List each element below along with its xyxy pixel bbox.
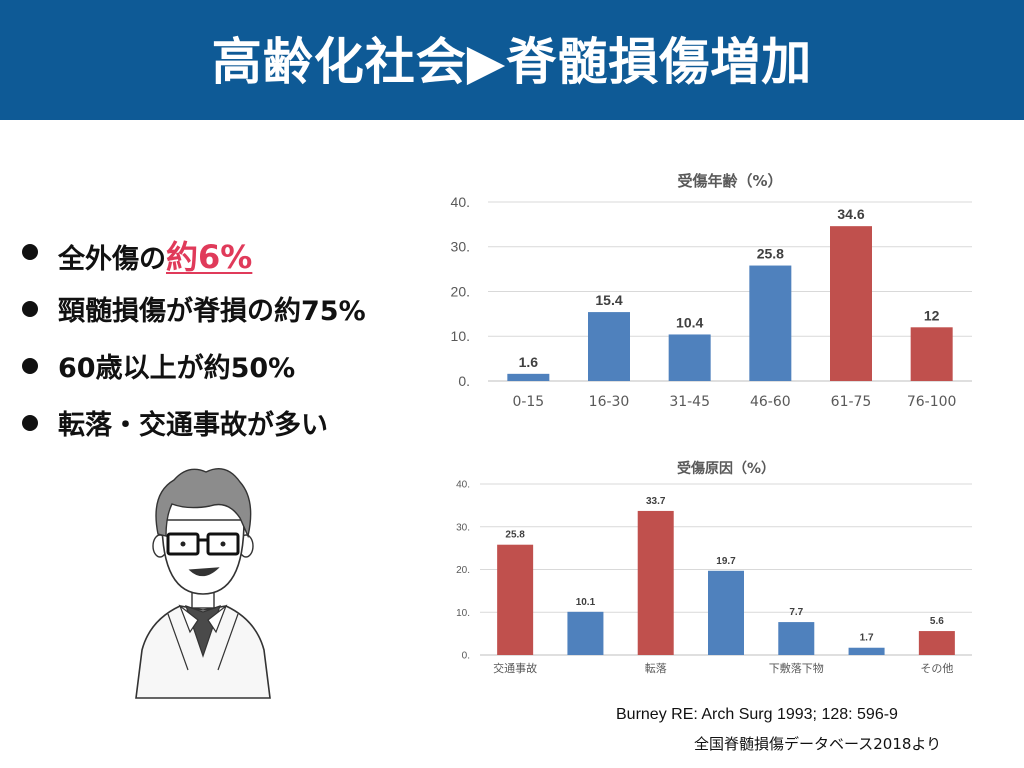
x-tick-label: 76-100 <box>907 394 957 410</box>
bar <box>637 510 674 655</box>
bar <box>830 226 872 381</box>
bullet-list: 全外傷の約6% 頸髄損傷が脊損の約75% 60歳以上が約50% 転落・交通事故が… <box>22 232 442 460</box>
data-label: 10.4 <box>676 314 703 330</box>
data-label: 25.8 <box>505 530 525 541</box>
data-label: 15.4 <box>595 292 622 308</box>
header-bar: 高齢化社会▶脊髄損傷増加 <box>0 0 1024 120</box>
chart-cause: 受傷原因（%） 0. 10. 20. 30. 40. 25.8 交通事故 10.1 33.7 転落 1… <box>440 455 1000 685</box>
bar <box>749 265 792 381</box>
bullet-dot-icon <box>22 415 38 431</box>
database-source: 全国脊髄損傷データベース2018より <box>694 735 942 753</box>
data-label: 12 <box>924 307 940 323</box>
bullet-item: 60歳以上が約50% <box>22 346 442 403</box>
bar <box>918 631 955 655</box>
bullet-item: 全外傷の約6% <box>22 232 442 289</box>
x-tick-label: 0-15 <box>512 394 544 410</box>
bullet-text: 頸髄損傷が脊損の約75% <box>58 296 366 327</box>
highlight-text: 約6% <box>166 238 253 276</box>
x-tick-label: その他 <box>920 662 953 675</box>
x-tick-label: 31-45 <box>669 394 710 410</box>
x-tick-label: 46-60 <box>750 394 791 410</box>
y-tick-label: 10. <box>456 608 470 619</box>
y-tick-label: 30. <box>451 239 470 255</box>
y-tick-label: 0. <box>458 373 470 389</box>
data-label: 1.7 <box>860 633 874 644</box>
bar <box>567 611 604 655</box>
x-tick-label: 転落 <box>645 662 667 675</box>
bar <box>668 334 711 381</box>
slide-title: 高齢化社会▶脊髄損傷増加 <box>211 33 813 91</box>
y-tick-label: 20. <box>456 565 470 576</box>
bullet-dot-icon <box>22 358 38 374</box>
bullet-text: 全外傷の約6% <box>58 232 252 278</box>
data-label: 19.7 <box>716 556 736 567</box>
data-label: 5.6 <box>930 616 944 627</box>
chart-title: 受傷年齢（%） <box>677 172 782 190</box>
bar <box>778 622 815 655</box>
chart-age-svg: 受傷年齢（%） 0. 10. 20. 30. 40. 1.6 0-15 15.4 16-30 10.… <box>451 172 972 410</box>
bullet-dot-icon <box>22 301 38 317</box>
bullet-dot-icon <box>22 244 38 260</box>
bullet-prefix: 全外傷の <box>58 244 166 275</box>
y-tick-label: 40. <box>451 194 470 210</box>
bullet-item: 頸髄損傷が脊損の約75% <box>22 289 442 346</box>
data-label: 25.8 <box>757 246 784 262</box>
y-tick-label: 20. <box>451 283 470 299</box>
bullet-item: 転落・交通事故が多い <box>22 403 442 460</box>
bar <box>588 312 630 381</box>
data-label: 33.7 <box>646 496 666 507</box>
y-tick-label: 40. <box>456 480 470 491</box>
doctor-with-glasses-icon <box>135 468 271 699</box>
chart-title: 受傷原因（%） <box>677 460 775 477</box>
x-tick-label: 16-30 <box>589 394 630 410</box>
bar <box>507 373 550 381</box>
bar <box>848 647 885 655</box>
x-tick-label: 61-75 <box>831 394 872 410</box>
data-label: 1.6 <box>519 354 539 370</box>
bar <box>497 544 534 655</box>
x-tick-label: 交通事故 <box>493 661 537 675</box>
data-label: 10.1 <box>576 597 596 608</box>
data-label: 34.6 <box>837 206 864 222</box>
bullet-text: 転落・交通事故が多い <box>58 410 328 441</box>
data-label: 7.7 <box>789 607 803 618</box>
bar <box>910 327 953 381</box>
bullet-text: 60歳以上が約50% <box>58 353 296 384</box>
chart-cause-svg: 受傷原因（%） 0. 10. 20. 30. 40. 25.8 交通事故 10.1 33.7 転落 1… <box>456 460 972 675</box>
y-tick-label: 0. <box>462 651 470 662</box>
x-tick-label: 下敷落下物 <box>769 661 824 675</box>
chart-age: 受傷年齢（%） 0. 10. 20. 30. 40. 1.6 0-15 15.4 16-30 10.… <box>440 160 1000 420</box>
y-tick-label: 30. <box>456 522 470 533</box>
citation: Burney RE: Arch Surg 1993; 128: 596-9 <box>616 706 898 723</box>
y-tick-label: 10. <box>451 328 470 344</box>
bar <box>708 570 744 655</box>
